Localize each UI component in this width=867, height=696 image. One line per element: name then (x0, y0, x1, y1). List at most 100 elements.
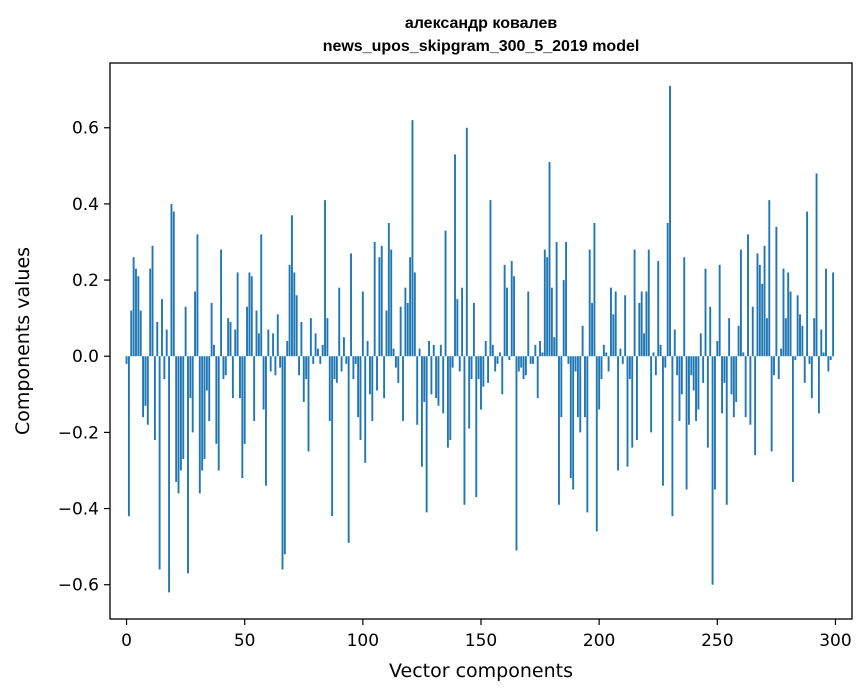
bar-291 (813, 318, 816, 357)
bar-273 (770, 356, 773, 452)
bar-146 (470, 356, 473, 380)
y-tick-label: −0.6 (58, 576, 99, 596)
bar-60 (267, 329, 270, 357)
bar-290 (810, 356, 813, 399)
bar-232 (673, 329, 676, 357)
bar-230 (669, 85, 671, 357)
bar-137 (449, 356, 452, 441)
bar-45 (231, 356, 234, 399)
bar-28 (191, 356, 194, 433)
bar-292 (815, 173, 818, 357)
bar-118 (404, 287, 407, 357)
bar-192 (579, 356, 582, 433)
bar-165 (515, 356, 518, 551)
bar-91 (340, 356, 343, 372)
bar-284 (796, 295, 799, 357)
y-tick-label: −0.2 (58, 423, 99, 443)
bar-113 (392, 348, 395, 357)
bar-281 (789, 291, 792, 357)
bar-265 (751, 306, 754, 357)
bar-219 (643, 333, 645, 357)
bar-272 (768, 200, 771, 357)
bar-279 (784, 318, 787, 357)
bar-33 (203, 356, 206, 460)
bar-10 (149, 268, 152, 357)
bar-159 (501, 356, 504, 395)
bar-145 (468, 356, 471, 429)
bar-167 (520, 356, 523, 368)
bar-114 (394, 356, 397, 368)
bar-103 (368, 356, 371, 395)
x-axis-ticks: 0 50 100 150 200 250 300 (121, 619, 852, 651)
bar-18 (168, 356, 171, 593)
bar-46 (234, 329, 237, 357)
bar-86 (328, 356, 331, 421)
bar-285 (799, 314, 801, 357)
y-axis-label: Components values (12, 247, 34, 435)
x-tick-label: 250 (701, 631, 733, 651)
bar-67 (283, 356, 286, 555)
bar-83 (321, 344, 324, 357)
bar-283 (794, 356, 797, 361)
bar-222 (650, 356, 653, 433)
bar-216 (636, 356, 638, 441)
y-tick-label: 0.2 (72, 271, 99, 291)
bar-70 (291, 215, 293, 357)
bar-275 (775, 226, 778, 357)
bar-202 (602, 344, 605, 357)
bar-240 (692, 356, 695, 391)
bar-81 (317, 348, 319, 357)
bar-135 (444, 230, 447, 357)
bar-112 (390, 249, 393, 357)
bar-35 (208, 356, 211, 421)
bar-92 (343, 337, 345, 357)
bar-153 (487, 356, 490, 383)
y-tick-label: 0.0 (72, 347, 99, 367)
bar-54 (253, 356, 256, 421)
bar-256 (730, 356, 733, 395)
bar-224 (654, 356, 657, 376)
bar-156 (494, 356, 497, 372)
bar-251 (718, 264, 721, 357)
bar-20 (172, 211, 175, 357)
bar-23 (179, 356, 182, 471)
bar-277 (780, 348, 783, 357)
bar-63 (274, 356, 277, 376)
bar-129 (430, 356, 433, 395)
bar-80 (314, 333, 317, 357)
bar-170 (527, 291, 530, 357)
bar-13 (156, 321, 159, 357)
bar-108 (380, 245, 383, 357)
bar-242 (697, 356, 700, 410)
bar-185 (562, 280, 565, 357)
bar-55 (255, 310, 258, 357)
bar-75 (302, 356, 305, 402)
bar-184 (560, 356, 563, 418)
bar-107 (378, 257, 381, 357)
bar-262 (744, 356, 747, 418)
bar-100 (361, 291, 364, 357)
bar-228 (664, 356, 667, 368)
bar-295 (822, 352, 825, 357)
bar-7 (142, 356, 145, 418)
bar-116 (399, 306, 402, 357)
bar-225 (657, 261, 660, 357)
bar-61 (269, 356, 272, 372)
bar-141 (458, 356, 461, 372)
bar-288 (806, 211, 809, 357)
bar-172 (532, 356, 534, 364)
bar-17 (165, 329, 168, 357)
bar-123 (416, 356, 419, 425)
y-tick-label: 0.6 (72, 119, 99, 139)
plot-frame (109, 62, 853, 620)
bar-122 (413, 272, 416, 357)
x-tick-label: 150 (465, 631, 497, 651)
bar-32 (201, 356, 204, 471)
bar-148 (475, 356, 478, 498)
bar-109 (383, 356, 386, 399)
bar-169 (524, 356, 527, 376)
bar-22 (177, 356, 180, 494)
bar-120 (409, 257, 412, 357)
bar-193 (581, 325, 584, 357)
bar-115 (397, 356, 400, 383)
